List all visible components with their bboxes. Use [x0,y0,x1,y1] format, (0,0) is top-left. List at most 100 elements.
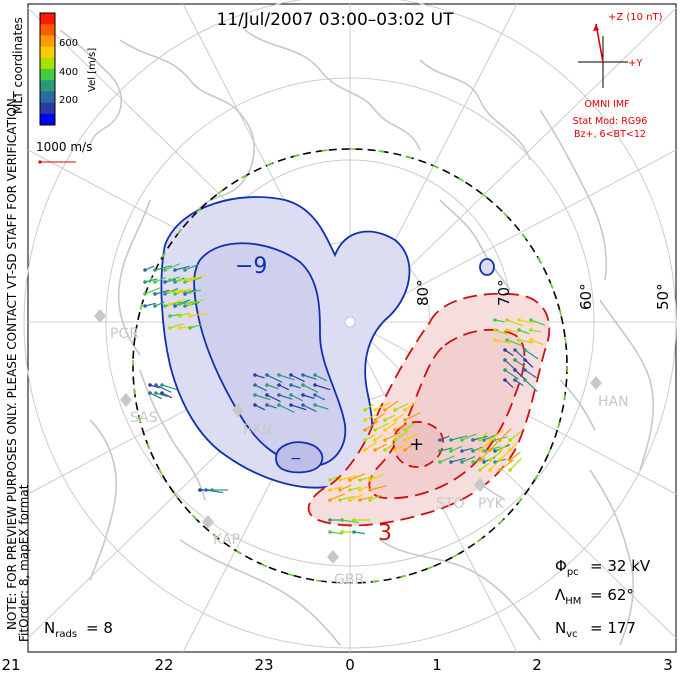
mlt-label-22: 22 [154,656,173,674]
velocity-vector [509,442,518,451]
mlt-label-21: 21 [1,656,20,674]
velocity-vector [169,276,180,281]
velocity-vector [278,384,290,391]
velocity-vector [266,374,283,383]
velocity-vector [374,402,391,411]
preview-notice: NOTE: FOR PREVIEW PURPOSES ONLY. PLEASE … [5,94,19,630]
boundary-vector [161,251,166,258]
velocity-vector [504,379,514,388]
velocity-vector [518,339,533,344]
velocity-vector [155,384,172,393]
negative-min-marker: − [290,451,302,467]
lat-label-50: 50° [654,283,672,310]
velocity-vector [374,433,384,441]
coord-system-label: MLT coordinates [11,17,25,114]
colorbar-tick-400: 400 [59,67,78,78]
imf-model: Stat Mod: RG96 [573,116,648,127]
velocity-vector [154,301,165,307]
velocity-vector [364,403,374,411]
boundary-vector [139,303,143,311]
vector-scale-origin [38,160,42,164]
velocity-vector [339,495,355,501]
colorbar-segment [40,57,55,70]
boundary-vector [266,162,273,167]
velocity-vector [461,447,473,452]
positive-contour-label: 3 [378,521,392,546]
velocity-vector [184,263,199,271]
boundary-vector [558,309,562,316]
radar-site-icon [202,515,214,529]
colorbar-segment [40,24,55,36]
radar-label-sas: SAS [130,410,158,426]
velocity-vector [189,312,207,317]
velocity-vector [369,494,382,501]
colorbar-segment [40,91,55,104]
velocity-vector [359,496,373,501]
velocity-vector [369,473,384,481]
imf-vector-head [593,24,599,31]
velocity-vector [374,422,389,431]
velocity-vector [524,359,534,368]
velocity-vector [524,349,539,360]
velocity-vector [369,485,387,491]
lat-label-60: 60° [577,283,595,310]
radar-label-han: HAN [598,394,629,410]
positive-max-marker: + [409,434,424,455]
velocity-vector [504,349,514,357]
velocity-vector [314,384,331,391]
velocity-vector [339,484,352,491]
velocity-vector [364,420,379,431]
velocity-vector [179,287,192,293]
radar-label-sto: STO [436,496,464,512]
mlt-axis: 21 22 23 0 1 2 3 [1,656,672,674]
boundary-vector [287,573,295,577]
velocity-vector [489,462,498,471]
radar-label-rkn: RKN [243,422,272,438]
velocity-vector [339,475,357,481]
boundary-vector [564,337,567,344]
boundary-vector [452,553,459,558]
velocity-vector [302,394,315,400]
colorbar-label: Vel [m/s] [87,48,98,92]
velocity-vector [349,486,361,491]
colorbar-tick-600: 600 [59,38,78,49]
velocity-vector [161,392,173,399]
velocity-vector [472,446,483,452]
velocity-vector [290,404,307,411]
velocity-vector [329,486,343,491]
boundary-vector [378,150,385,153]
velocity-vector [499,428,512,441]
velocity-vector [394,423,407,431]
velocity-vector [341,519,359,524]
velocity-vector [302,374,317,380]
velocity-vector [530,329,541,333]
velocity-vector [329,493,345,501]
boundary-vector [400,574,407,578]
vector-scale-label: 1000 m/s [36,140,92,154]
velocity-vector [499,442,510,451]
colorbar-tick-200: 200 [59,95,78,106]
velocity-vector [509,458,522,471]
positive-cell-inner-contour [392,421,445,468]
velocity-vector [384,432,401,441]
boundary-vector [476,537,483,543]
velocity-vector [530,339,544,346]
boundary-vector [138,416,142,423]
velocity-vector [499,459,514,471]
positive-potential-cell [307,292,551,527]
velocity-vector [144,287,160,295]
n-rads-symbol: Nrads [44,619,77,640]
imf-source: OMNI IMF [584,99,629,110]
mlt-label-3: 3 [663,656,673,674]
radar-site-icon [94,309,106,323]
colorbar-ticks: 600 400 200 [59,38,78,106]
fit-order-info: FitOrder: 8, mapEX format [17,484,31,642]
velocity-vector [359,475,375,481]
velocity-vector [266,394,281,403]
boundary-vector [261,563,268,568]
negative-cell-mid-contour [193,242,347,467]
velocity-vector [254,394,271,401]
radar-label-kap: KAP [213,532,240,548]
velocity-vector [169,323,184,329]
